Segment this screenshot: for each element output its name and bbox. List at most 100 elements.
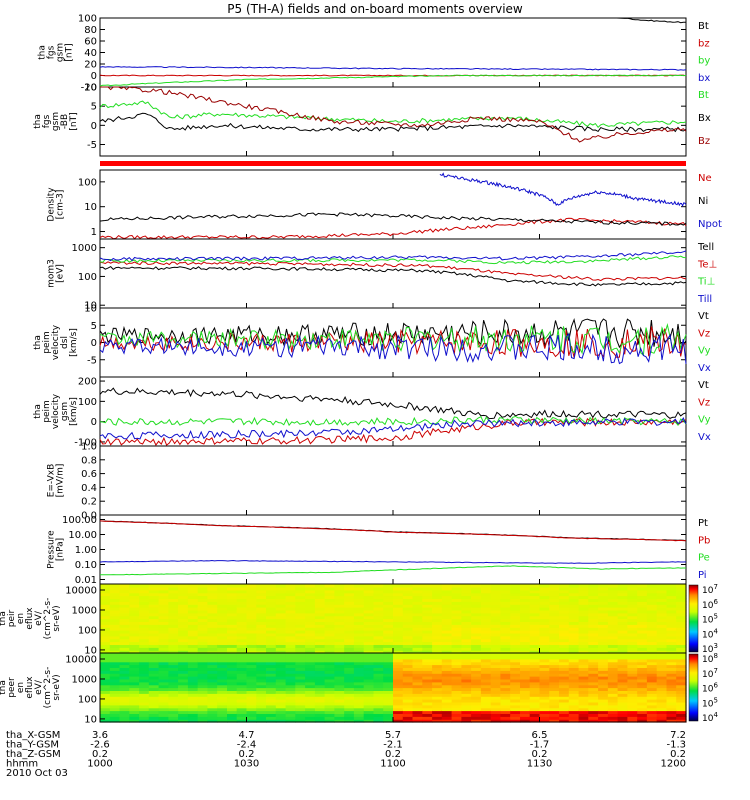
spectrogram-cell [393,601,404,605]
spectrogram-cell [373,681,384,686]
spectrogram-cell [187,696,199,700]
spectrogram-cell [246,618,257,622]
spectrogram-cell [295,687,306,691]
spectrogram-cell [617,713,628,717]
spectrogram-cell [559,716,570,720]
spectrogram-cell [353,630,365,634]
spectrogram-cell [539,638,550,643]
spectrogram-cell [666,624,677,628]
spectrogram-cell [676,624,687,628]
spectrogram-cell [305,644,316,648]
spectrogram-cell [324,661,335,666]
spectrogram-cell [490,650,502,654]
series-line-Vz [99,417,687,446]
spectrogram-cell [461,586,472,591]
spectrogram-cell [256,627,267,631]
spectrogram-cell [637,598,648,602]
spectrogram-cell [441,676,453,680]
spectrogram-cell [363,664,375,668]
spectrogram-cell [246,719,257,723]
spectrogram-cell [246,638,257,643]
y-tick-label: 0.0 [81,511,97,522]
spectrogram-cell [158,704,169,709]
spectrogram-cell [158,627,169,631]
spectrogram-cell [246,598,257,602]
spectrogram-cell [236,690,248,694]
spectrogram-cell [480,678,492,683]
spectrogram-cell [109,609,121,614]
spectrogram-cell [549,632,560,637]
spectrogram-cell [266,644,277,648]
spectrogram-cell [314,704,326,709]
y-tick-label: 5 [91,102,97,113]
spectrogram-cell [422,713,433,717]
legend-label: Vt [698,311,709,322]
spectrogram-cell [656,632,668,637]
spectrogram-cell [275,609,287,614]
spectrogram-cell [363,684,375,689]
spectrogram-cell [529,673,541,677]
colorbar-tick-label: 103 [702,642,718,655]
spectrogram-cell [607,664,619,668]
spectrogram-cell [314,690,326,694]
spectrogram-cell [422,701,433,706]
spectrogram-cell [148,604,160,608]
spectrogram-cell [314,681,326,686]
spectrogram-cell [217,716,228,720]
spectrogram-cell [197,681,209,686]
spectrogram-cell [617,607,628,611]
spectrogram-cell [666,641,677,645]
spectrogram-cell [676,604,687,608]
spectrogram-cell [334,630,345,634]
spectrogram-cell [539,664,550,668]
spectrogram-cell [402,670,414,674]
spectrogram-cell [559,612,570,617]
spectrogram-cell [100,624,111,628]
ylabel-line: [nPa] [56,538,66,561]
spectrogram-cell [422,638,433,643]
spectrogram-cell [334,641,345,645]
spectrogram-cell [402,607,414,611]
spectrogram-cell [578,713,589,717]
spectrogram-cell [646,632,658,637]
spectrogram-cell [471,609,482,614]
spectrogram-cell [559,696,570,700]
spectrogram-cell [607,630,619,634]
spectrogram-cell [666,644,677,648]
spectrogram-cell [324,655,335,660]
spectrogram-cell [646,670,658,674]
spectrogram-cell [100,681,111,686]
spectrogram-cell [656,673,668,677]
spectrogram-cell [539,670,550,674]
spectrogram-cell [402,678,414,683]
spectrogram-cell [334,604,345,608]
spectrogram-cell [412,630,423,634]
spectrogram-cell [393,650,404,654]
spectrogram-cell [256,658,267,663]
spectrogram-cell [598,595,609,599]
spectrogram-cell [480,670,492,674]
spectrogram-cell [559,621,570,625]
spectrogram-cell [119,598,130,602]
spectrogram-cell [178,621,189,625]
spectrogram-cell [207,650,218,654]
spectrogram-cell [227,655,238,660]
spectrogram-cell [344,644,355,648]
spectrogram-cell [217,655,228,660]
spectrogram-cell [588,627,599,631]
spectrogram-cell [295,678,306,683]
spectrogram-cell [148,667,160,671]
spectrogram-cell [119,638,130,643]
spectrogram-cell [588,604,599,608]
spectrogram-cell [471,604,482,608]
series-line-Pb [99,520,687,542]
spectrogram-cell [451,624,462,628]
spectrogram-cell [314,635,326,640]
orbit-value: 0.2 [532,749,548,760]
spectrogram-cell [178,653,189,657]
spectrogram-cell [100,595,111,599]
spectrogram-cell [363,635,375,640]
spectrogram-cell [637,661,648,666]
spectrogram-cell [637,632,648,637]
